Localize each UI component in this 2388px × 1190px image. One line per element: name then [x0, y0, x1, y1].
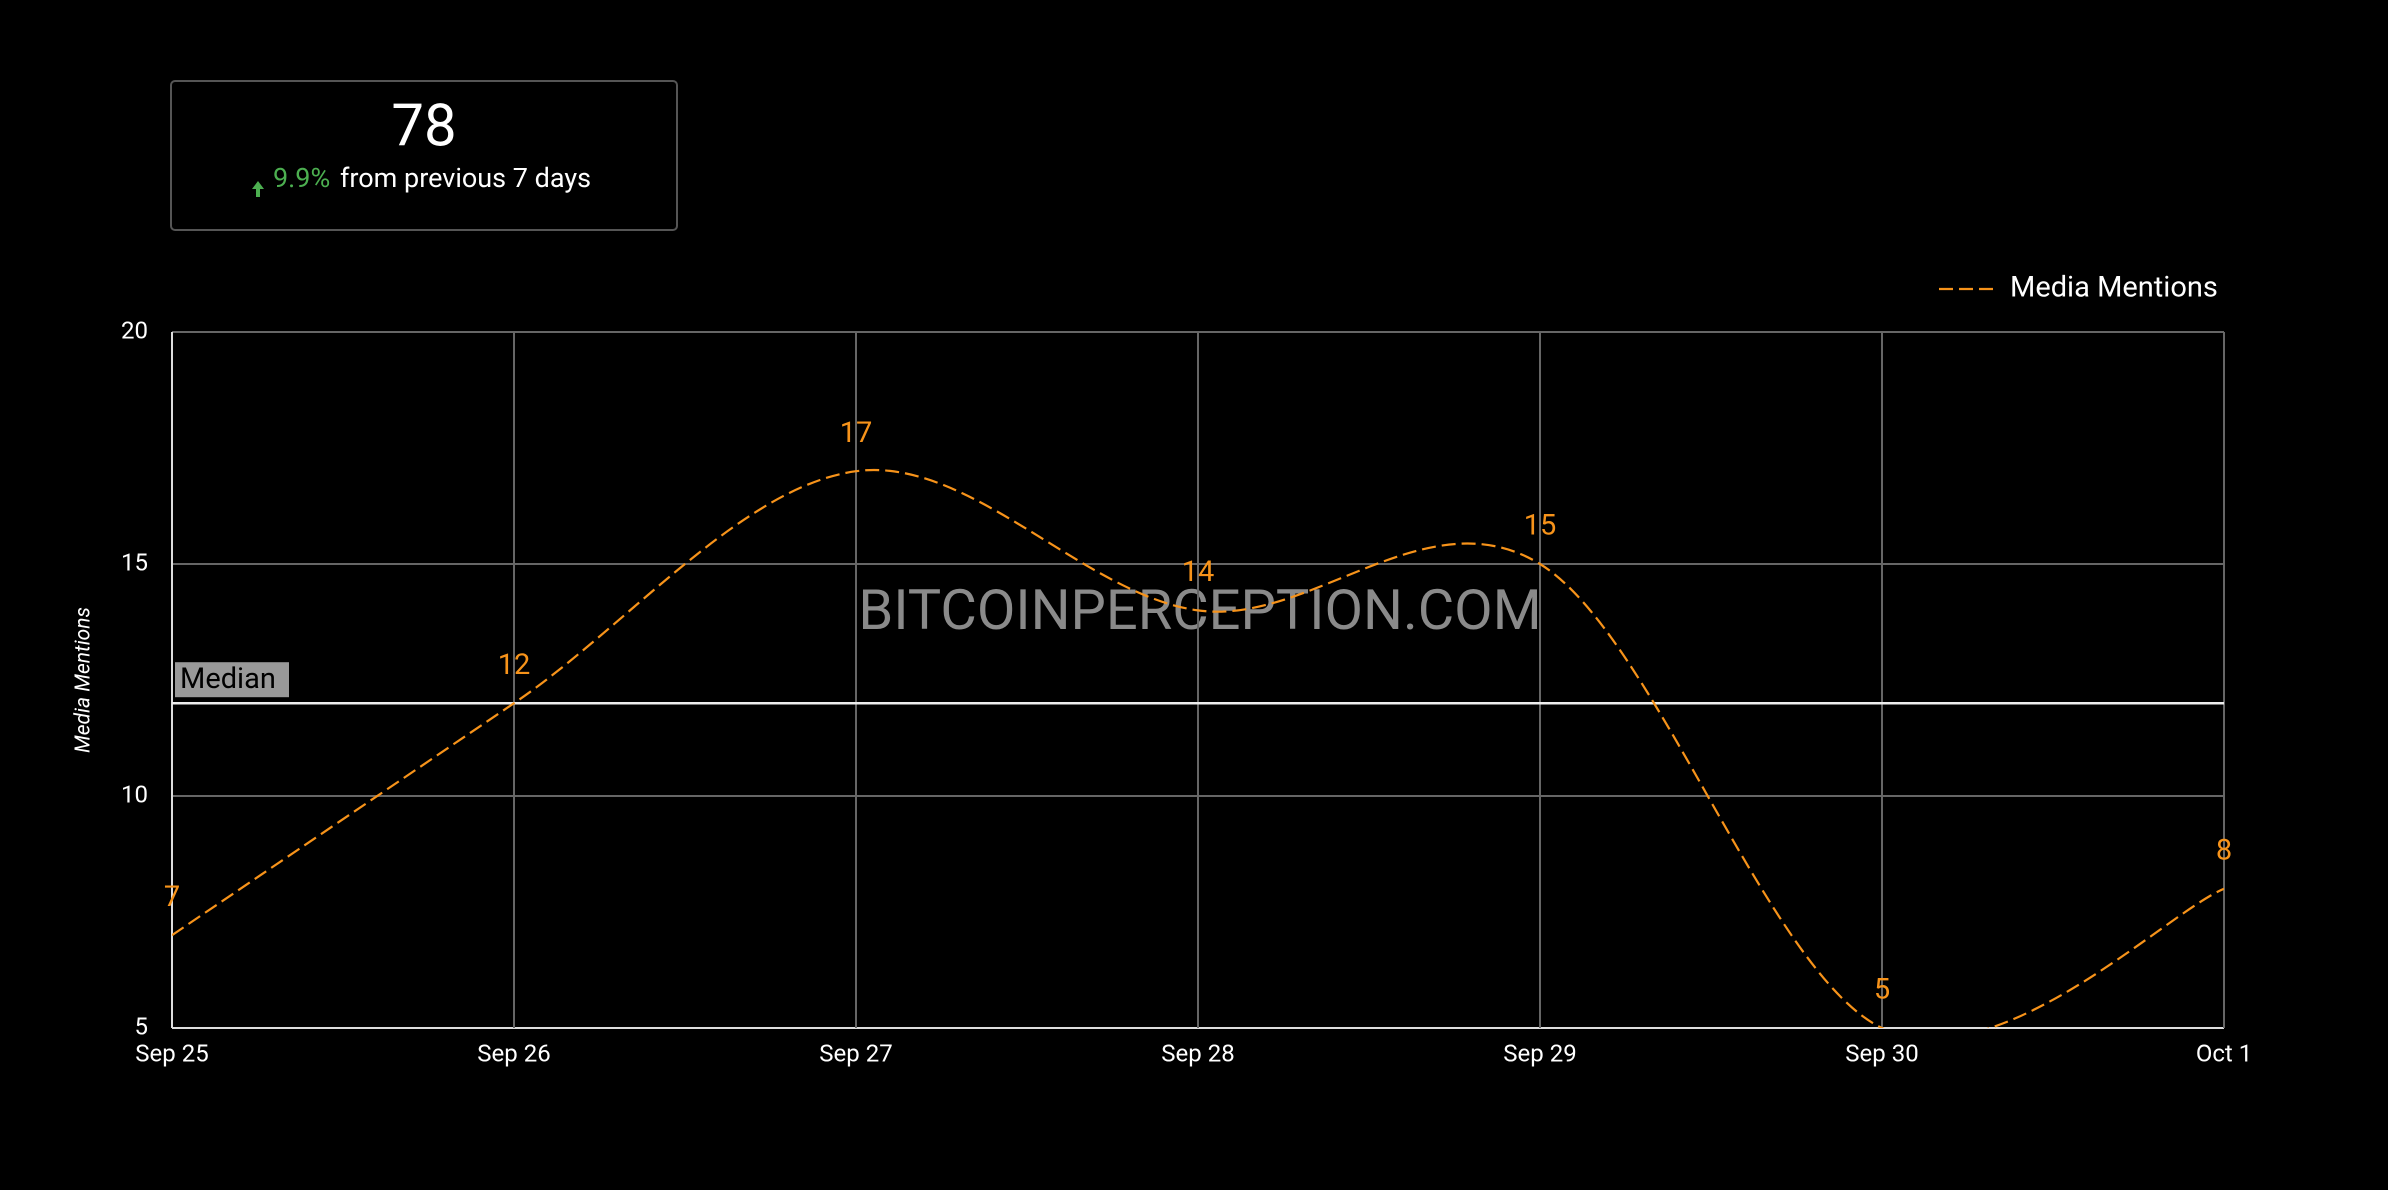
stat-note: from previous 7 days [340, 162, 591, 194]
series-line [172, 468, 2224, 1028]
stat-value: 78 [391, 92, 456, 160]
y-tick-label: 10 [121, 780, 148, 808]
x-tick-label: Sep 25 [135, 1039, 208, 1067]
y-tick-label: 5 [135, 1012, 149, 1040]
data-label: 5 [1874, 973, 1890, 1007]
median-label: Median [180, 662, 276, 696]
data-label: 8 [2216, 833, 2232, 867]
x-tick-label: Sep 27 [819, 1039, 892, 1067]
data-label: 15 [1524, 509, 1557, 543]
x-tick-label: Sep 26 [477, 1039, 550, 1067]
data-label: 14 [1182, 555, 1215, 589]
y-tick-label: 15 [121, 548, 148, 576]
stat-change: 9.9% [273, 162, 330, 194]
x-tick-label: Sep 29 [1503, 1039, 1576, 1067]
median-label-bg [175, 662, 289, 698]
y-tick-label: 20 [121, 316, 148, 344]
legend-label: Media Mentions [2010, 271, 2218, 305]
data-label: 7 [164, 880, 180, 914]
up-arrow [252, 181, 264, 197]
y-axis-title: Media Mentions [72, 607, 96, 753]
stat-card [170, 80, 678, 231]
data-label: 12 [498, 648, 531, 682]
x-tick-label: Oct 1 [2196, 1039, 2252, 1067]
x-tick-label: Sep 28 [1161, 1039, 1234, 1067]
x-tick-label: Sep 30 [1845, 1039, 1918, 1067]
data-label: 17 [840, 416, 873, 450]
